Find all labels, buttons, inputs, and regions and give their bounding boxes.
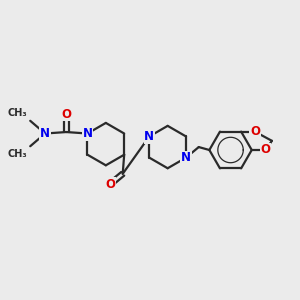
Text: N: N — [82, 127, 92, 140]
Text: CH₃: CH₃ — [8, 149, 27, 159]
Text: CH₃: CH₃ — [8, 108, 27, 118]
Text: O: O — [250, 125, 260, 138]
Text: O: O — [105, 178, 115, 191]
Text: O: O — [61, 107, 71, 121]
Text: N: N — [144, 130, 154, 143]
Text: N: N — [40, 127, 50, 140]
Text: N: N — [181, 151, 191, 164]
Text: O: O — [260, 143, 271, 157]
